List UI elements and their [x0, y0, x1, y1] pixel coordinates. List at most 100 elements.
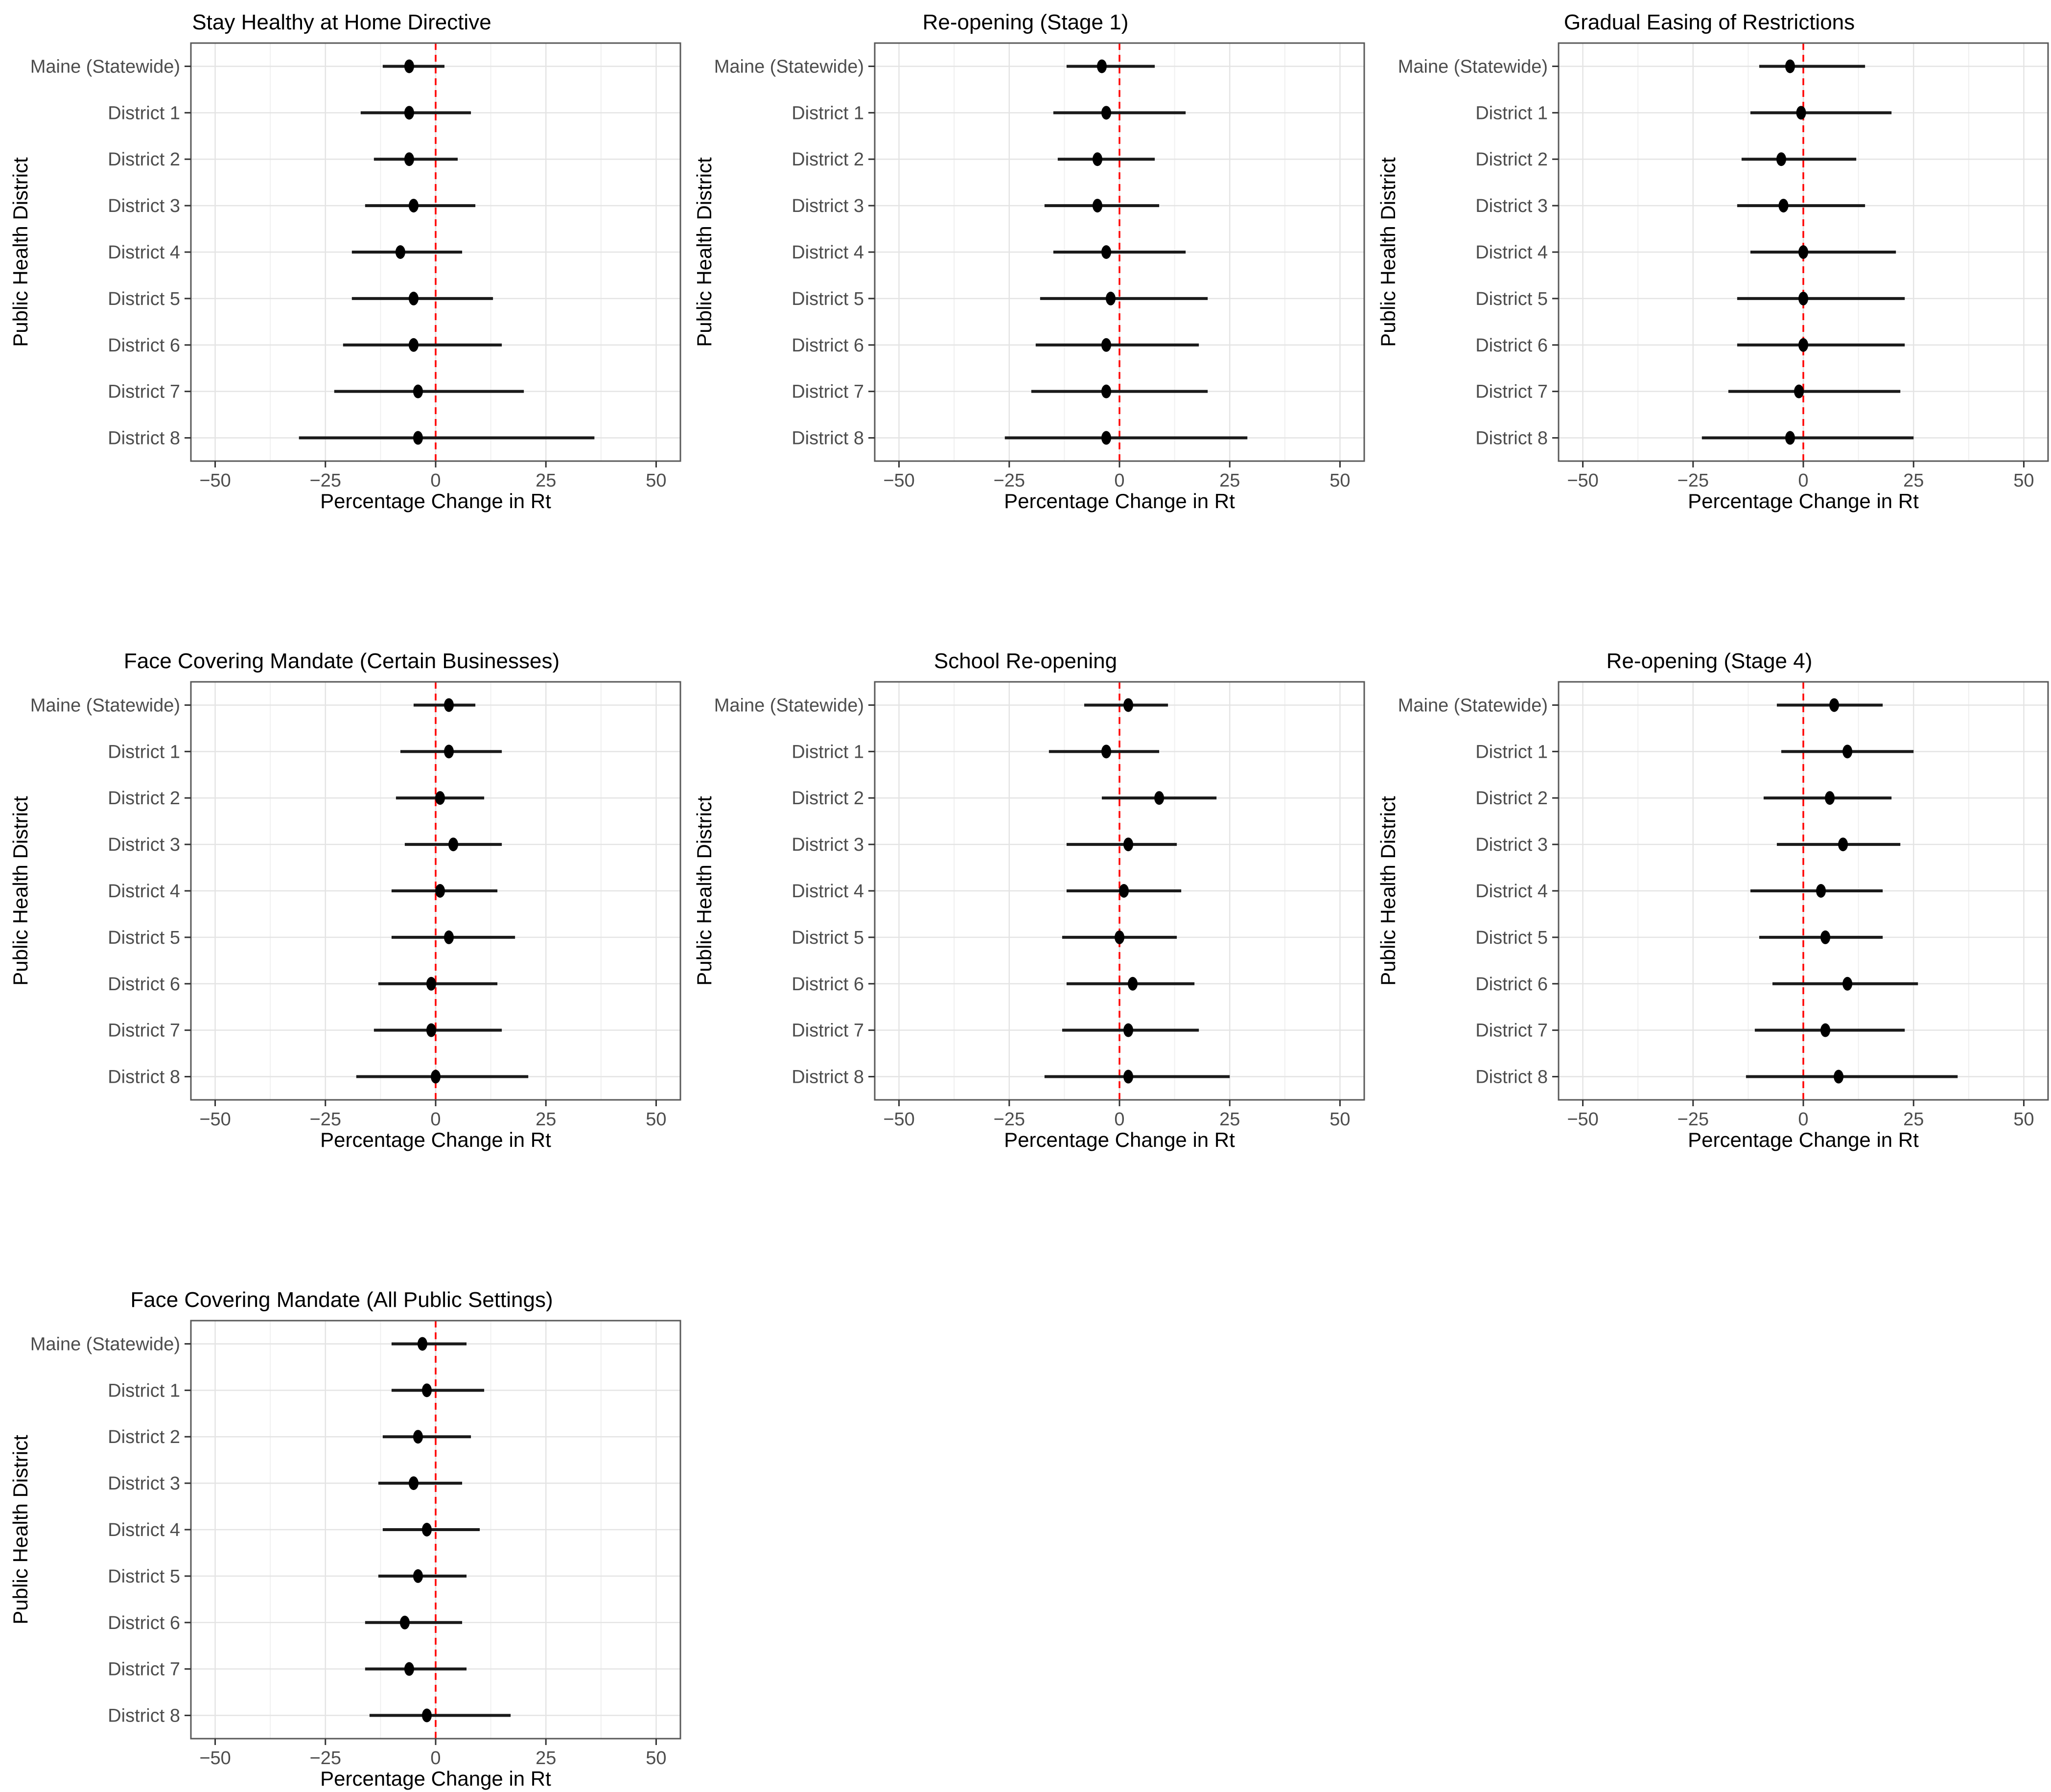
x-tick-label: −25 — [1678, 470, 1709, 491]
category-label: District 7 — [1475, 382, 1548, 402]
x-tick-label: −25 — [310, 1748, 341, 1769]
point-estimate — [426, 1023, 436, 1037]
x-tick-label: 25 — [1219, 470, 1240, 491]
x-axis-title: Percentage Change in Rt — [1688, 489, 1919, 512]
category-label: District 1 — [1475, 103, 1548, 123]
category-label: District 3 — [108, 196, 180, 216]
x-tick-label: −25 — [994, 1109, 1025, 1130]
point-estimate — [404, 106, 414, 120]
category-label: District 8 — [792, 1067, 864, 1088]
x-tick-label: −50 — [1567, 1109, 1598, 1130]
point-estimate — [1785, 59, 1795, 73]
point-estimate — [1825, 791, 1835, 805]
category-label: District 5 — [1475, 289, 1548, 309]
chart-canvas: −50 −25 0 25 50 Maine (Statewide) District 1 Di… — [9, 10, 681, 512]
category-label: District 6 — [1475, 335, 1548, 356]
point-estimate — [1101, 106, 1111, 120]
x-tick-label: 50 — [646, 470, 666, 491]
point-estimate — [1820, 930, 1831, 944]
x-tick-label: −50 — [883, 470, 914, 491]
category-label: Maine (Statewide) — [1398, 56, 1548, 77]
x-tick-label: 50 — [646, 1109, 666, 1130]
x-tick-label: 50 — [2013, 470, 2034, 491]
category-label: District 1 — [792, 103, 864, 123]
category-label: District 4 — [108, 242, 180, 263]
x-tick-label: −50 — [883, 1109, 914, 1130]
x-tick-label: 25 — [1219, 1109, 1240, 1130]
x-tick-label: 0 — [430, 470, 441, 491]
category-label: District 4 — [792, 242, 864, 263]
category-label: District 7 — [1475, 1021, 1548, 1041]
point-estimate — [1816, 884, 1826, 898]
chart-canvas: −50 −25 0 25 50 Maine (Statewide) District 1 Di… — [693, 649, 1365, 1151]
point-estimate — [444, 698, 454, 712]
point-estimate — [1834, 1070, 1844, 1084]
point-estimate — [435, 884, 445, 898]
category-label: District 2 — [108, 149, 180, 170]
point-estimate — [413, 431, 423, 445]
point-estimate — [431, 1070, 441, 1084]
point-estimate — [1838, 838, 1848, 852]
category-label: District 3 — [1475, 835, 1548, 855]
point-estimate — [448, 838, 459, 852]
x-tick-label: 25 — [536, 1748, 556, 1769]
x-tick-label: 25 — [536, 470, 556, 491]
x-tick-label: 0 — [1798, 470, 1808, 491]
subplot-re-opening-stage-4: −50 −25 0 25 50 Maine (Statewide) District 1 Di… — [1368, 645, 2051, 1154]
point-estimate — [1123, 1023, 1134, 1037]
point-estimate — [1798, 291, 1808, 305]
point-estimate — [417, 1337, 427, 1351]
point-estimate — [1829, 698, 1840, 712]
point-estimate — [1115, 930, 1124, 944]
point-estimate — [413, 384, 423, 398]
category-label: District 4 — [108, 881, 180, 902]
point-estimate — [1796, 106, 1806, 120]
category-label: District 1 — [1475, 742, 1548, 762]
category-label: District 2 — [108, 788, 180, 809]
plot-title: Gradual Easing of Restrictions — [1564, 10, 1855, 34]
subplot-face-covering-mandate-all-public-settings: −50 −25 0 25 50 Maine (Statewide) District 1 Di… — [0, 1283, 683, 1792]
point-estimate — [1101, 338, 1111, 352]
point-estimate — [408, 1476, 419, 1490]
x-tick-label: −25 — [994, 470, 1025, 491]
category-label: District 8 — [108, 1067, 180, 1088]
category-label: District 7 — [792, 1021, 864, 1041]
category-label: District 3 — [108, 835, 180, 855]
point-estimate — [399, 1615, 410, 1629]
point-estimate — [1154, 791, 1165, 805]
subplot-re-opening-stage-1: −50 −25 0 25 50 Maine (Statewide) District 1 Di… — [684, 6, 1367, 515]
category-label: District 5 — [792, 928, 864, 948]
point-estimate — [426, 977, 436, 991]
x-tick-label: −50 — [199, 1109, 231, 1130]
point-estimate — [408, 338, 419, 352]
plot-title: Face Covering Mandate (All Public Settin… — [130, 1288, 553, 1312]
y-axis-title: Public Health District — [9, 796, 32, 986]
x-axis-title: Percentage Change in Rt — [1688, 1128, 1919, 1151]
category-label: District 7 — [108, 1021, 180, 1041]
point-estimate — [1123, 698, 1134, 712]
subplot-gradual-easing-of-restrictions: −50 −25 0 25 50 Maine (Statewide) District 1 Di… — [1368, 6, 2051, 515]
category-label: District 6 — [108, 974, 180, 995]
y-axis-title: Public Health District — [9, 1435, 32, 1625]
point-estimate — [1798, 245, 1808, 259]
category-label: District 7 — [108, 382, 180, 402]
plot-title: Stay Healthy at Home Directive — [192, 10, 491, 34]
point-estimate — [404, 1662, 414, 1676]
point-estimate — [1842, 977, 1853, 991]
point-estimate — [1101, 745, 1111, 759]
category-label: District 3 — [792, 835, 864, 855]
chart-canvas: −50 −25 0 25 50 Maine (Statewide) District 1 Di… — [1376, 649, 2049, 1151]
point-estimate — [421, 1523, 432, 1536]
y-axis-title: Public Health District — [1376, 796, 1399, 986]
x-tick-label: 0 — [1114, 470, 1124, 491]
x-tick-label: −50 — [199, 1748, 231, 1769]
plot-title: School Re-opening — [934, 649, 1117, 673]
category-label: District 4 — [108, 1520, 180, 1540]
point-estimate — [404, 59, 414, 73]
category-label: Maine (Statewide) — [30, 56, 180, 77]
x-axis-title: Percentage Change in Rt — [320, 1767, 551, 1790]
plot-title: Re-opening (Stage 4) — [1607, 649, 1813, 673]
x-tick-label: −50 — [199, 470, 231, 491]
category-label: District 7 — [108, 1659, 180, 1680]
category-label: District 3 — [792, 196, 864, 216]
